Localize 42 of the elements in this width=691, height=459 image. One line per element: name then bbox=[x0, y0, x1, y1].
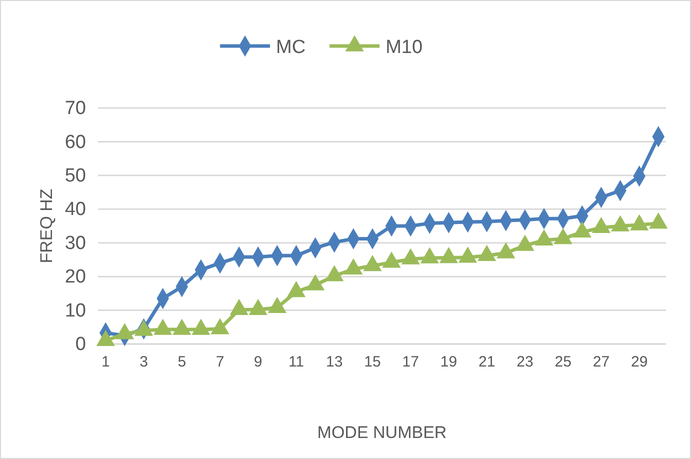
x-tick-label: 5 bbox=[178, 354, 186, 371]
point bbox=[115, 323, 134, 340]
point bbox=[363, 255, 382, 272]
x-tick-label: 1 bbox=[101, 354, 110, 371]
x-tick-label: 3 bbox=[140, 354, 148, 371]
y-tick-label: 20 bbox=[64, 266, 86, 288]
x-tick-label: 17 bbox=[402, 354, 419, 371]
point bbox=[286, 280, 306, 298]
x-tick-label: 7 bbox=[216, 354, 224, 371]
x-tick-label: 15 bbox=[364, 354, 381, 371]
point bbox=[134, 320, 154, 336]
y-tick-label: 0 bbox=[75, 334, 86, 356]
x-tick-label: 29 bbox=[630, 354, 648, 371]
y-tick-label: 60 bbox=[64, 132, 86, 153]
x-tick-label: 13 bbox=[326, 354, 343, 371]
y-tick-label: 10 bbox=[64, 300, 86, 322]
point bbox=[248, 298, 268, 315]
point bbox=[306, 274, 325, 290]
legend-label: MC bbox=[276, 37, 306, 58]
y-axis-title: FREQ HZ bbox=[37, 188, 56, 264]
point bbox=[154, 318, 172, 335]
point bbox=[230, 298, 248, 315]
x-tick-label: 11 bbox=[288, 354, 304, 371]
x-tick-label: 25 bbox=[554, 354, 572, 371]
x-tick-label: 9 bbox=[254, 354, 262, 371]
y-tick-label: 70 bbox=[64, 98, 86, 120]
point bbox=[172, 318, 192, 335]
x-tick-label: 23 bbox=[516, 354, 534, 371]
y-tick-label: 30 bbox=[64, 232, 86, 254]
y-tick-label: 40 bbox=[64, 199, 86, 220]
legend-label: M10 bbox=[386, 37, 423, 58]
point bbox=[268, 296, 286, 313]
x-tick-label: 27 bbox=[592, 354, 610, 371]
point bbox=[344, 258, 363, 275]
point bbox=[96, 330, 115, 346]
x-tick-label: 21 bbox=[478, 354, 496, 371]
x-axis-title: MODE NUMBER bbox=[317, 423, 447, 442]
x-tick-label: 19 bbox=[440, 354, 458, 371]
point bbox=[192, 318, 210, 335]
point bbox=[210, 318, 230, 334]
y-tick-label: 50 bbox=[64, 166, 86, 187]
point bbox=[325, 265, 344, 282]
